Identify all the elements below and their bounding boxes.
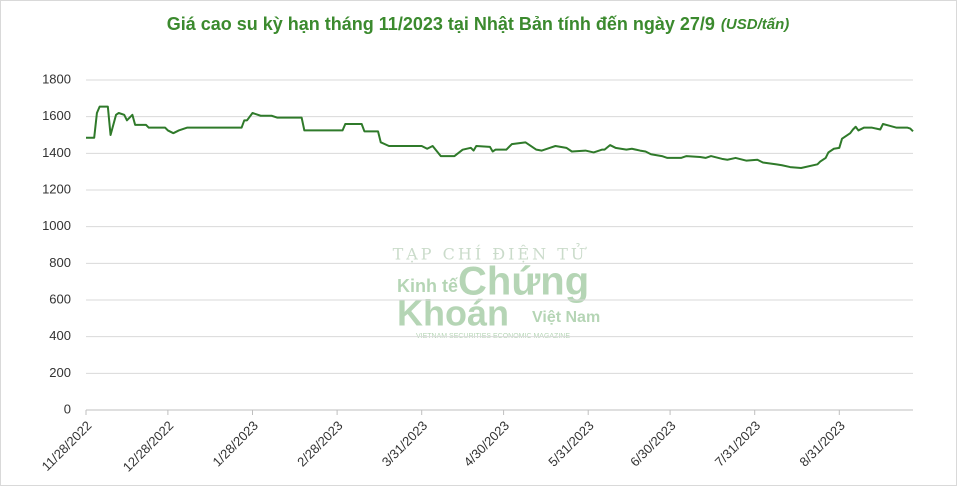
y-tick-label: 1200 <box>42 181 71 196</box>
y-tick-label: 600 <box>49 291 71 306</box>
y-tick-label: 1000 <box>42 218 71 233</box>
watermark-vietnam: Việt Nam <box>532 309 600 326</box>
y-tick-label: 800 <box>49 255 71 270</box>
chart-title-group: Giá cao su kỳ hạn tháng 11/2023 tại Nhật… <box>167 14 790 34</box>
watermark: TẠP CHÍ ĐIỆN TỬ Kinh tế Chứng Khoán Việt… <box>393 242 601 340</box>
y-tick-label: 1800 <box>42 71 71 86</box>
unit: (USD/tấn) <box>721 16 789 33</box>
watermark-top: TẠP CHÍ ĐIỆN TỬ <box>393 242 588 264</box>
y-tick-label: 400 <box>49 328 71 343</box>
y-tick-label: 1400 <box>42 145 71 160</box>
line <box>86 105 914 169</box>
y-tick-label: 1600 <box>42 108 71 123</box>
watermark-kinhte: Kinh tế <box>397 276 459 296</box>
y-tick-label: 200 <box>49 365 71 380</box>
chart-title: Giá cao su kỳ hạn tháng 11/2023 tại Nhật… <box>167 14 715 34</box>
y-tick-label: 0 <box>64 401 71 416</box>
watermark-khoan: Khoán <box>397 293 509 334</box>
watermark-chung: Chứng <box>458 260 589 304</box>
